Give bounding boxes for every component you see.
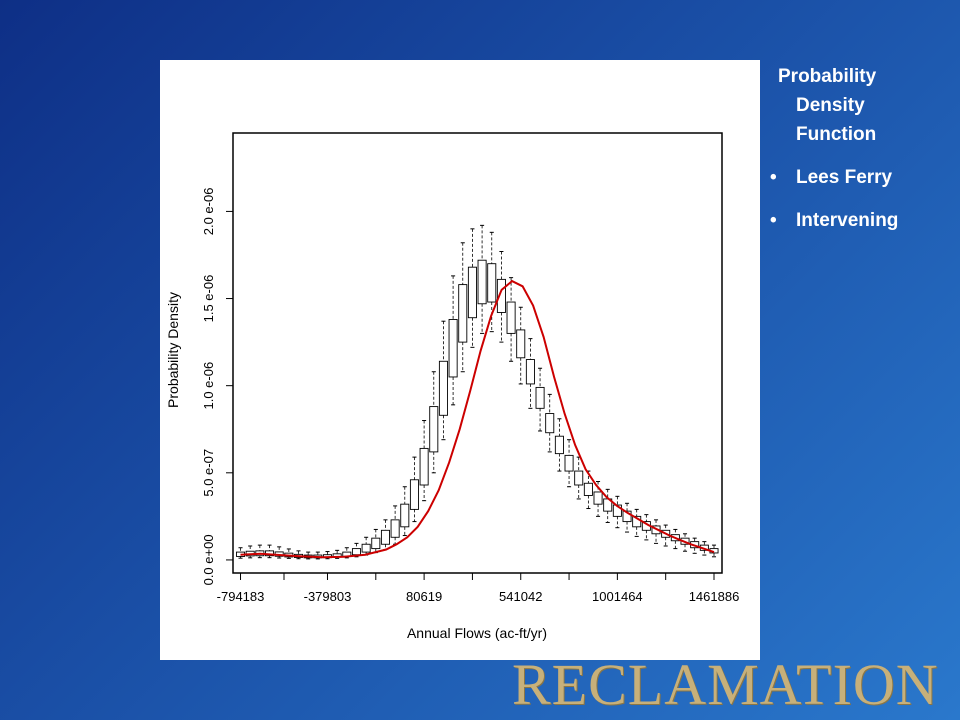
bullet-item-lees-ferry: • Lees Ferry	[770, 163, 950, 192]
box-body	[448, 319, 458, 378]
x-tick-label: -794183	[217, 589, 265, 604]
y-axis: 0.0 e+00 5.0 e-07 1.0 e-06 1.5 e-06 2.0 e-06	[201, 188, 233, 585]
box-3	[264, 544, 275, 559]
density-curve	[240, 279, 715, 559]
box-17	[400, 486, 410, 537]
pdf-heading: Probability Density Function	[770, 62, 950, 149]
reclamation-logo: RECLAMATION	[512, 652, 939, 717]
box-body	[593, 491, 603, 505]
box-33	[554, 418, 564, 472]
box-body	[438, 360, 448, 416]
bullet-label: Intervening	[796, 210, 899, 231]
box-body	[516, 329, 526, 359]
x-axis-title: Annual Flows (ac-ft/yr)	[407, 625, 547, 641]
box-37	[593, 481, 603, 517]
y-tick-label: 1.5 e-06	[201, 275, 216, 323]
box-body	[429, 406, 439, 453]
plot-frame	[232, 132, 723, 574]
box-18	[409, 456, 419, 523]
box-14	[371, 528, 381, 554]
box-body	[400, 503, 410, 528]
box-30	[525, 338, 535, 409]
box-body	[390, 519, 400, 538]
box-body	[361, 543, 371, 553]
box-41	[632, 508, 642, 537]
bullet-dot-icon: •	[770, 167, 777, 188]
box-15	[380, 519, 390, 550]
box-body	[622, 510, 632, 523]
box-body	[496, 278, 506, 313]
box-6	[293, 550, 304, 560]
box-4	[274, 546, 284, 559]
box-body	[506, 301, 516, 334]
box-body	[525, 359, 535, 385]
pdf-heading-line2: Density	[796, 95, 865, 116]
box-body	[477, 259, 487, 305]
box-31	[535, 367, 545, 432]
box-35	[574, 456, 584, 500]
box-13	[361, 536, 371, 556]
box-body	[419, 447, 429, 486]
box-body	[554, 435, 564, 455]
box-body	[535, 386, 545, 409]
box-26	[487, 231, 497, 333]
x-tick-label: 80619	[406, 589, 442, 604]
y-tick-label: 1.0 e-06	[201, 362, 216, 410]
box-28	[506, 277, 516, 362]
box-34	[564, 439, 574, 488]
density-boxplot-chart: -794183 -379803 80619 541042 1001464 1461886 …	[165, 132, 740, 641]
side-bullet-list: Probability Density Function • Lees Ferr…	[770, 62, 950, 235]
pdf-heading-line3: Function	[796, 124, 877, 145]
box-29	[516, 306, 526, 385]
x-axis: -794183 -379803 80619 541042 1001464 1461886	[217, 573, 740, 604]
box-0	[236, 547, 246, 559]
box-body	[467, 266, 477, 319]
box-1	[245, 545, 255, 559]
box-43	[651, 519, 661, 544]
y-tick-label: 5.0 e-07	[201, 449, 216, 497]
box-24	[467, 228, 477, 348]
box-39	[612, 495, 622, 529]
y-axis-title: Probability Density	[165, 292, 181, 408]
box-20	[429, 371, 439, 474]
box-5	[284, 548, 294, 559]
box-body	[380, 529, 390, 545]
box-21	[438, 320, 448, 441]
x-tick-label: 1001464	[592, 589, 643, 604]
boxes-layer	[236, 224, 719, 560]
box-body	[574, 470, 584, 486]
pdf-heading-line1: Probability	[778, 66, 877, 87]
x-tick-label: 1461886	[689, 589, 740, 604]
x-tick-label: 541042	[499, 589, 542, 604]
box-body	[409, 479, 419, 510]
chart-panel: -794183 -379803 80619 541042 1001464 1461886 …	[160, 60, 760, 660]
box-body	[545, 413, 555, 434]
box-19	[419, 420, 429, 502]
box-42	[641, 514, 651, 541]
bullet-label: Lees Ferry	[796, 167, 893, 188]
box-body	[583, 482, 593, 496]
box-22	[448, 275, 458, 406]
box-body	[487, 263, 497, 303]
box-7	[303, 551, 313, 560]
box-body	[564, 454, 574, 472]
box-body	[351, 548, 361, 556]
box-16	[390, 505, 400, 545]
box-2	[255, 544, 265, 559]
box-27	[496, 250, 506, 343]
box-23	[458, 242, 468, 373]
box-25	[477, 224, 487, 334]
box-body	[458, 284, 468, 343]
box-40	[622, 502, 632, 533]
bullet-item-intervening: • Intervening	[770, 206, 950, 235]
box-body	[371, 537, 381, 550]
y-tick-label: 0.0 e+00	[201, 534, 216, 585]
x-tick-label: -379803	[304, 589, 352, 604]
box-32	[545, 393, 555, 453]
bullet-dot-icon: •	[770, 210, 777, 231]
y-tick-label: 2.0 e-06	[201, 188, 216, 236]
